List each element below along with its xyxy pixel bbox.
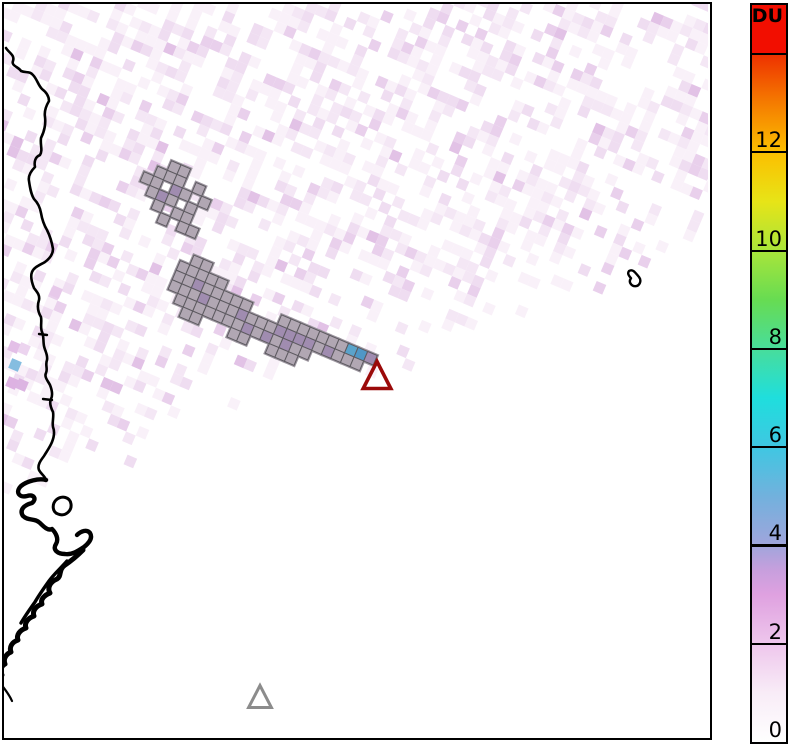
colorbar-segment-divider: [752, 151, 786, 154]
signal-cell: [5, 376, 19, 390]
signal-cell: [15, 378, 29, 392]
volcano-marker: [246, 682, 274, 709]
small-island-outline: [626, 269, 642, 288]
colorbar-tick-label: 0: [768, 718, 782, 742]
colorbar-segment-divider: [752, 347, 786, 351]
signal-cell: [8, 358, 22, 372]
north-cluster: [138, 158, 214, 241]
colorbar-segment-divider: [752, 544, 786, 547]
signal-cell: [7, 340, 21, 354]
colorbar-segment-divider: [752, 53, 786, 56]
colorbar-segment-divider: [752, 249, 786, 252]
isolated-signal-cells: [5, 285, 63, 392]
colorbar-segment-divider: [752, 446, 786, 449]
colorbar-gradient: DU 12 10 8 6 4 2 0: [752, 5, 786, 742]
signal-cell: [49, 285, 63, 299]
colorbar-unit-label: DU: [751, 5, 783, 27]
colorbar-segment-divider: [752, 642, 786, 645]
coastline: [4, 46, 94, 703]
colorbar: DU 12 10 8 6 4 2 0: [750, 3, 788, 744]
signal-cell: [17, 342, 31, 356]
so2-plume: [138, 158, 380, 373]
colorbar-tick-label: 4: [768, 521, 782, 546]
map-plot-area: [2, 2, 712, 740]
colorbar-tick-label: 8: [768, 324, 782, 349]
colorbar-tick-label: 10: [755, 226, 782, 251]
background-noise-field: [4, 4, 708, 495]
map-canvas: [4, 4, 708, 709]
colorbar-tick-label: 12: [755, 128, 782, 153]
main-plume: [166, 253, 380, 373]
erupting-volcano-marker: [360, 357, 394, 391]
colorbar-tick-label: 6: [768, 423, 782, 448]
volcano-markers: [246, 357, 394, 709]
colorbar-tick-label: 2: [768, 619, 782, 644]
